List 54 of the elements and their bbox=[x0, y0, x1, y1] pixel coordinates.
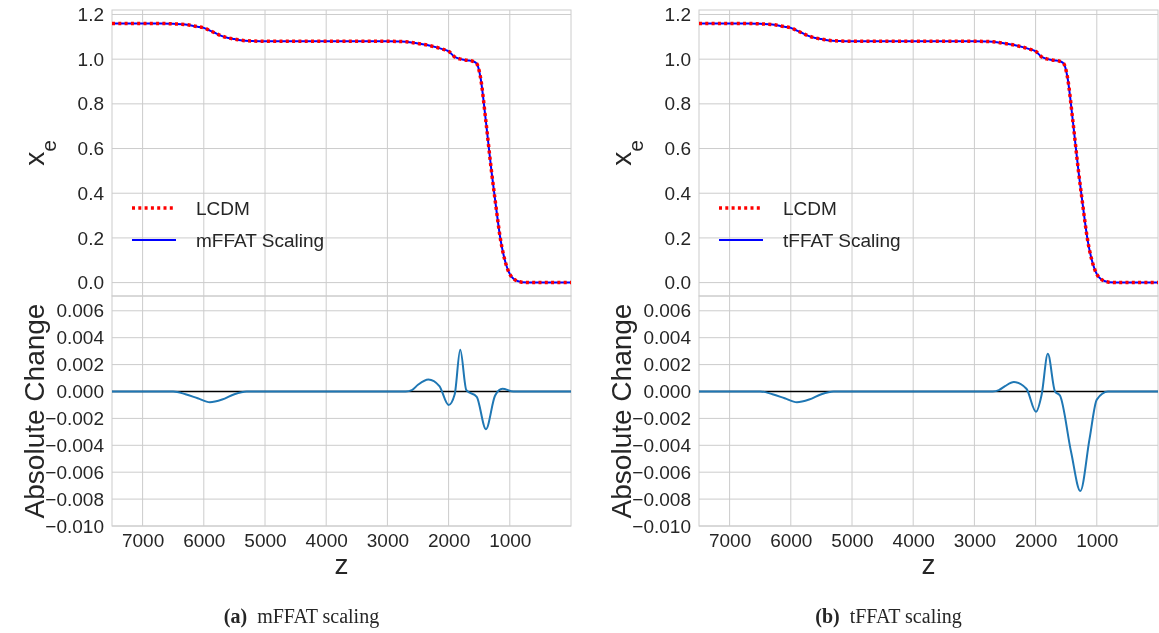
x-axis-title: z bbox=[334, 549, 349, 580]
y-tick-label: 0.4 bbox=[664, 182, 692, 204]
x-tick-label: 4000 bbox=[892, 530, 935, 552]
y-tick-label: 0.0 bbox=[77, 272, 104, 294]
y-tick-label: 1.0 bbox=[77, 48, 104, 70]
y-tick-label: 0.002 bbox=[643, 354, 691, 376]
y-tick-label: 0.6 bbox=[77, 138, 104, 160]
x-tick-label: 6000 bbox=[183, 530, 226, 552]
y-tick-label: 0.002 bbox=[56, 354, 104, 376]
legend-label: LCDM bbox=[783, 198, 837, 219]
y-tick-label: 0.6 bbox=[664, 138, 691, 160]
y-tick-label: 0.8 bbox=[77, 93, 104, 115]
x-tick-label: 7000 bbox=[121, 530, 165, 552]
y-tick-label: −0.010 bbox=[632, 515, 691, 537]
y-tick-label: −0.006 bbox=[45, 461, 104, 483]
y-tick-label: 0.006 bbox=[643, 300, 691, 322]
y-tick-label: −0.010 bbox=[45, 515, 104, 537]
x-tick-label: 5000 bbox=[244, 530, 287, 552]
x-tick-label: 2000 bbox=[427, 530, 471, 552]
y-tick-label: 0.2 bbox=[664, 227, 691, 249]
y-tick-label: −0.008 bbox=[45, 488, 104, 510]
y-tick-label: 1.2 bbox=[664, 4, 691, 26]
y-tick-label: 0.004 bbox=[56, 327, 105, 349]
text: (a) mFFAT scaling bbox=[223, 605, 380, 628]
y-tick-label: 0.004 bbox=[643, 327, 692, 349]
y-tick-label: 1.2 bbox=[77, 4, 104, 26]
x-axis-title: z bbox=[921, 549, 936, 580]
x-tick-label: 1000 bbox=[489, 530, 532, 552]
y-tick-label: 1.0 bbox=[664, 48, 691, 70]
y-tick-label: −0.006 bbox=[632, 461, 691, 483]
y-tick-label: 0.000 bbox=[643, 381, 691, 403]
x-tick-label: 4000 bbox=[305, 530, 348, 552]
y-tick-label: −0.008 bbox=[632, 488, 691, 510]
y-tick-label: 0.006 bbox=[56, 300, 104, 322]
legend-label: tFFAT Scaling bbox=[783, 230, 901, 251]
x-tick-label: 6000 bbox=[770, 530, 813, 552]
y-tick-label: 0.8 bbox=[664, 93, 691, 115]
y-tick-label: −0.002 bbox=[632, 407, 691, 429]
y-tick-label: 0.0 bbox=[664, 272, 691, 294]
x-tick-label: 2000 bbox=[1014, 530, 1058, 552]
y-tick-label: 0.000 bbox=[56, 381, 104, 403]
legend-label: mFFAT Scaling bbox=[196, 230, 325, 251]
y-tick-label: 0.2 bbox=[77, 227, 104, 249]
x-tick-label: 7000 bbox=[708, 530, 752, 552]
x-tick-label: 1000 bbox=[1076, 530, 1119, 552]
y-tick-label: −0.004 bbox=[45, 434, 105, 456]
text: (b) tFFAT scaling bbox=[815, 605, 962, 628]
y-tick-label: −0.002 bbox=[45, 407, 104, 429]
legend-label: LCDM bbox=[196, 198, 250, 219]
x-tick-label: 3000 bbox=[366, 530, 410, 552]
x-tick-label: 5000 bbox=[831, 530, 874, 552]
y-tick-label: −0.004 bbox=[632, 434, 692, 456]
x-tick-label: 3000 bbox=[953, 530, 997, 552]
y-tick-label: 0.4 bbox=[77, 182, 105, 204]
